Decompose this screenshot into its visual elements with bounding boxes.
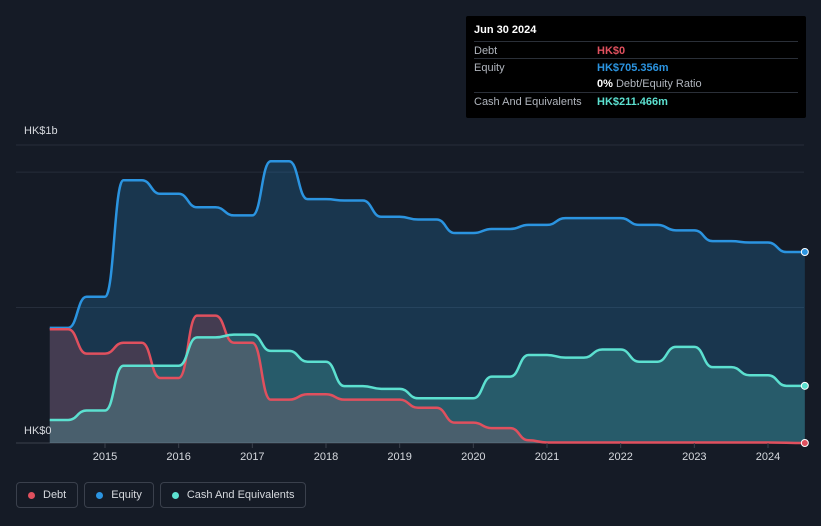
tooltip-debt-value: HK$0 bbox=[597, 45, 626, 57]
series-endpoint-equity[interactable] bbox=[800, 248, 809, 257]
legend-debt-label: Debt bbox=[43, 489, 67, 501]
legend-equity-dot bbox=[96, 491, 104, 499]
x-tick-label: 2018 bbox=[314, 451, 338, 463]
tooltip-cash-row: Cash And Equivalents HK$211.466m bbox=[474, 92, 798, 110]
tooltip-ratio-label: Debt/Equity Ratio bbox=[615, 78, 702, 90]
series-area-equity bbox=[49, 161, 805, 443]
series-line-equity bbox=[49, 160, 805, 330]
tooltip-equity-label: Equity bbox=[474, 62, 505, 74]
x-tick-label: 2023 bbox=[682, 451, 706, 463]
x-tick-label: 2017 bbox=[240, 451, 264, 463]
x-tick-label: 2016 bbox=[166, 451, 190, 463]
tooltip-ratio-row: 0% Debt/Equity Ratio bbox=[474, 75, 798, 92]
legend-item-equity[interactable]: Equity bbox=[84, 482, 154, 508]
tooltip-cash-value: HK$211.466m bbox=[597, 96, 668, 108]
series-endpoint-cash-and-equivalents[interactable] bbox=[800, 381, 809, 390]
x-tick-label: 2020 bbox=[461, 451, 485, 463]
tooltip-cash-label: Cash And Equivalents bbox=[474, 96, 582, 108]
tooltip-equity-value: HK$705.356m bbox=[597, 62, 669, 74]
legend-equity-label: Equity bbox=[111, 489, 142, 501]
legend-debt-dot bbox=[28, 491, 35, 499]
x-axis-ticks: 2015 2016 2017 2018 2019 2020 2021 2022 2023 2024 bbox=[93, 443, 780, 463]
tooltip-date: Jun 30 2024 bbox=[474, 24, 537, 36]
legend-cash-label: Cash And Equivalents bbox=[186, 489, 295, 501]
chart-legend: Debt Equity Cash And Equivalents bbox=[16, 482, 308, 508]
legend-cash-dot bbox=[171, 491, 179, 499]
data-tooltip: Jun 30 2024 Debt HK$0 Equity HK$705.356m… bbox=[466, 16, 806, 118]
tooltip-ratio-number: 0% bbox=[597, 78, 613, 90]
series-line-debt bbox=[49, 314, 805, 445]
tooltip-debt-label: Debt bbox=[474, 45, 498, 57]
x-tick-label: 2024 bbox=[756, 451, 780, 463]
tooltip-ratio-value: 0% Debt/Equity Ratio bbox=[597, 78, 702, 90]
x-tick-label: 2021 bbox=[535, 451, 559, 463]
series-line-cash-and-equivalents bbox=[49, 333, 805, 422]
series-area-cash-and-equivalents bbox=[49, 334, 805, 443]
series-areas bbox=[49, 161, 805, 443]
legend-item-cash[interactable]: Cash And Equivalents bbox=[159, 482, 307, 508]
tooltip-debt-row: Debt HK$0 bbox=[474, 41, 798, 59]
y-axis-bottom-label: HK$0 bbox=[24, 425, 52, 437]
series-lines bbox=[49, 160, 809, 447]
series-endpoint-debt[interactable] bbox=[800, 439, 809, 447]
series-area-debt bbox=[49, 315, 805, 443]
tooltip-equity-row: Equity HK$705.356m bbox=[474, 58, 798, 76]
legend-item-debt[interactable]: Debt bbox=[16, 482, 79, 508]
x-tick-label: 2019 bbox=[387, 451, 411, 463]
y-axis-top-label: HK$1b bbox=[24, 125, 58, 137]
x-tick-label: 2015 bbox=[93, 451, 117, 463]
x-tick-label: 2022 bbox=[608, 451, 632, 463]
